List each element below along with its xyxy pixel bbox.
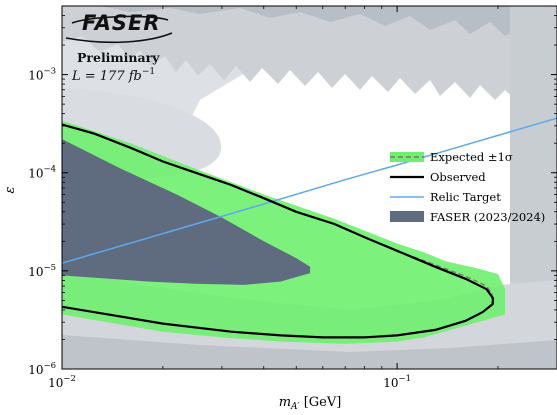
x-tick-label: 10−2 — [48, 374, 76, 390]
relic-target-line — [62, 117, 557, 264]
axes-frame — [61, 5, 557, 370]
observed-line — [62, 123, 494, 339]
legend-label-faser-prev: FASER (2023/2024) — [430, 210, 545, 224]
logo-swoosh-top — [71, 15, 169, 24]
y-tick-label: 10−5 — [28, 263, 56, 279]
preliminary-label: Preliminary — [77, 50, 160, 65]
legend-label-relic: Relic Target — [430, 190, 501, 204]
y-tick-label: 10−3 — [28, 67, 56, 83]
axis-ticks: 10−2 10−1 10−6 10−5 10−4 10−3 — [28, 5, 557, 390]
faser-logo: FASER — [65, 11, 173, 44]
faser-logo-text: FASER — [82, 11, 161, 35]
legend-label-expected: Expected ±1σ — [430, 150, 513, 164]
y-tick-label: 10−4 — [28, 165, 56, 181]
luminosity-label: L = 177 fb−1 — [71, 67, 155, 84]
excluded-region-bottom-dark — [62, 335, 557, 369]
x-axis-label: mA′ [GeV] — [279, 395, 342, 412]
logo-swoosh-bottom — [65, 32, 173, 44]
legend-swatch-faser-prev — [390, 211, 424, 222]
x-tick-label: 10−1 — [383, 374, 411, 390]
y-tick-label: 10−6 — [28, 361, 56, 377]
faser-2023-2024-region — [62, 139, 311, 285]
y-axis-label: ε — [3, 186, 18, 193]
legend-label-observed: Observed — [430, 170, 486, 184]
expected-band — [62, 120, 506, 344]
excluded-region-top-dark — [62, 6, 557, 40]
legend: Expected ±1σ Observed Relic Target FASER… — [390, 150, 545, 224]
excluded-region-upper-band — [62, 6, 557, 110]
